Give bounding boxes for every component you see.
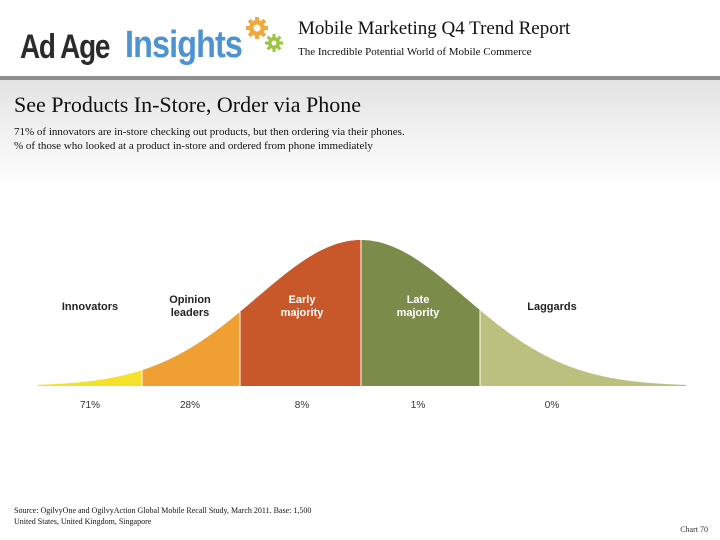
gears-icon: [246, 17, 283, 52]
chart-number: Chart 70: [680, 525, 708, 534]
value-label-laggards: 0%: [545, 400, 560, 411]
value-label-late-majority: 1%: [411, 400, 426, 411]
segment-early-majority: [240, 240, 361, 386]
category-label-early-majority: Early majority: [281, 294, 325, 319]
category-label-laggards: Laggards: [527, 301, 577, 313]
source-note: Source: OgilvyOne and OgilvyAction Globa…: [14, 505, 434, 527]
header: Ad Age Insights: [0, 0, 720, 76]
category-label-opinion-leaders: Opinion leaders: [169, 294, 211, 319]
source-line-1: Source: OgilvyOne and OgilvyAction Globa…: [14, 506, 312, 515]
adoption-curve-chart: Innovators Opinion leaders Early majority Lat…: [38, 240, 686, 411]
value-label-early-majority: 8%: [295, 400, 310, 411]
segment-innovators: [38, 370, 142, 386]
segment-late-majority: [361, 240, 480, 386]
category-label-late-majority: Late majority: [397, 294, 441, 319]
ad-age-insights-logo: Ad Age Insights: [20, 14, 290, 66]
value-label-opinion-leaders: 28%: [180, 400, 200, 411]
logo-insights-text: Insights: [125, 24, 243, 66]
segment-laggards: [480, 310, 686, 386]
segment-opinion-leaders: [142, 311, 240, 386]
subtitle-line-1: 71% of innovators are in-store checking …: [14, 126, 405, 138]
slide-title: See Products In-Store, Order via Phone: [14, 92, 362, 117]
header-divider: [0, 76, 720, 80]
subtitle-line-2: % of those who looked at a product in-st…: [14, 140, 373, 152]
title-band: [0, 80, 720, 190]
logo-ad-age-text: Ad Age: [20, 28, 110, 66]
value-label-innovators: 71%: [80, 400, 100, 411]
report-title: Mobile Marketing Q4 Trend Report: [298, 18, 571, 39]
category-label-innovators: Innovators: [62, 301, 118, 313]
source-line-2: United States, United Kingdom, Singapore: [14, 517, 152, 526]
report-subtitle: The Incredible Potential World of Mobile…: [298, 46, 532, 58]
